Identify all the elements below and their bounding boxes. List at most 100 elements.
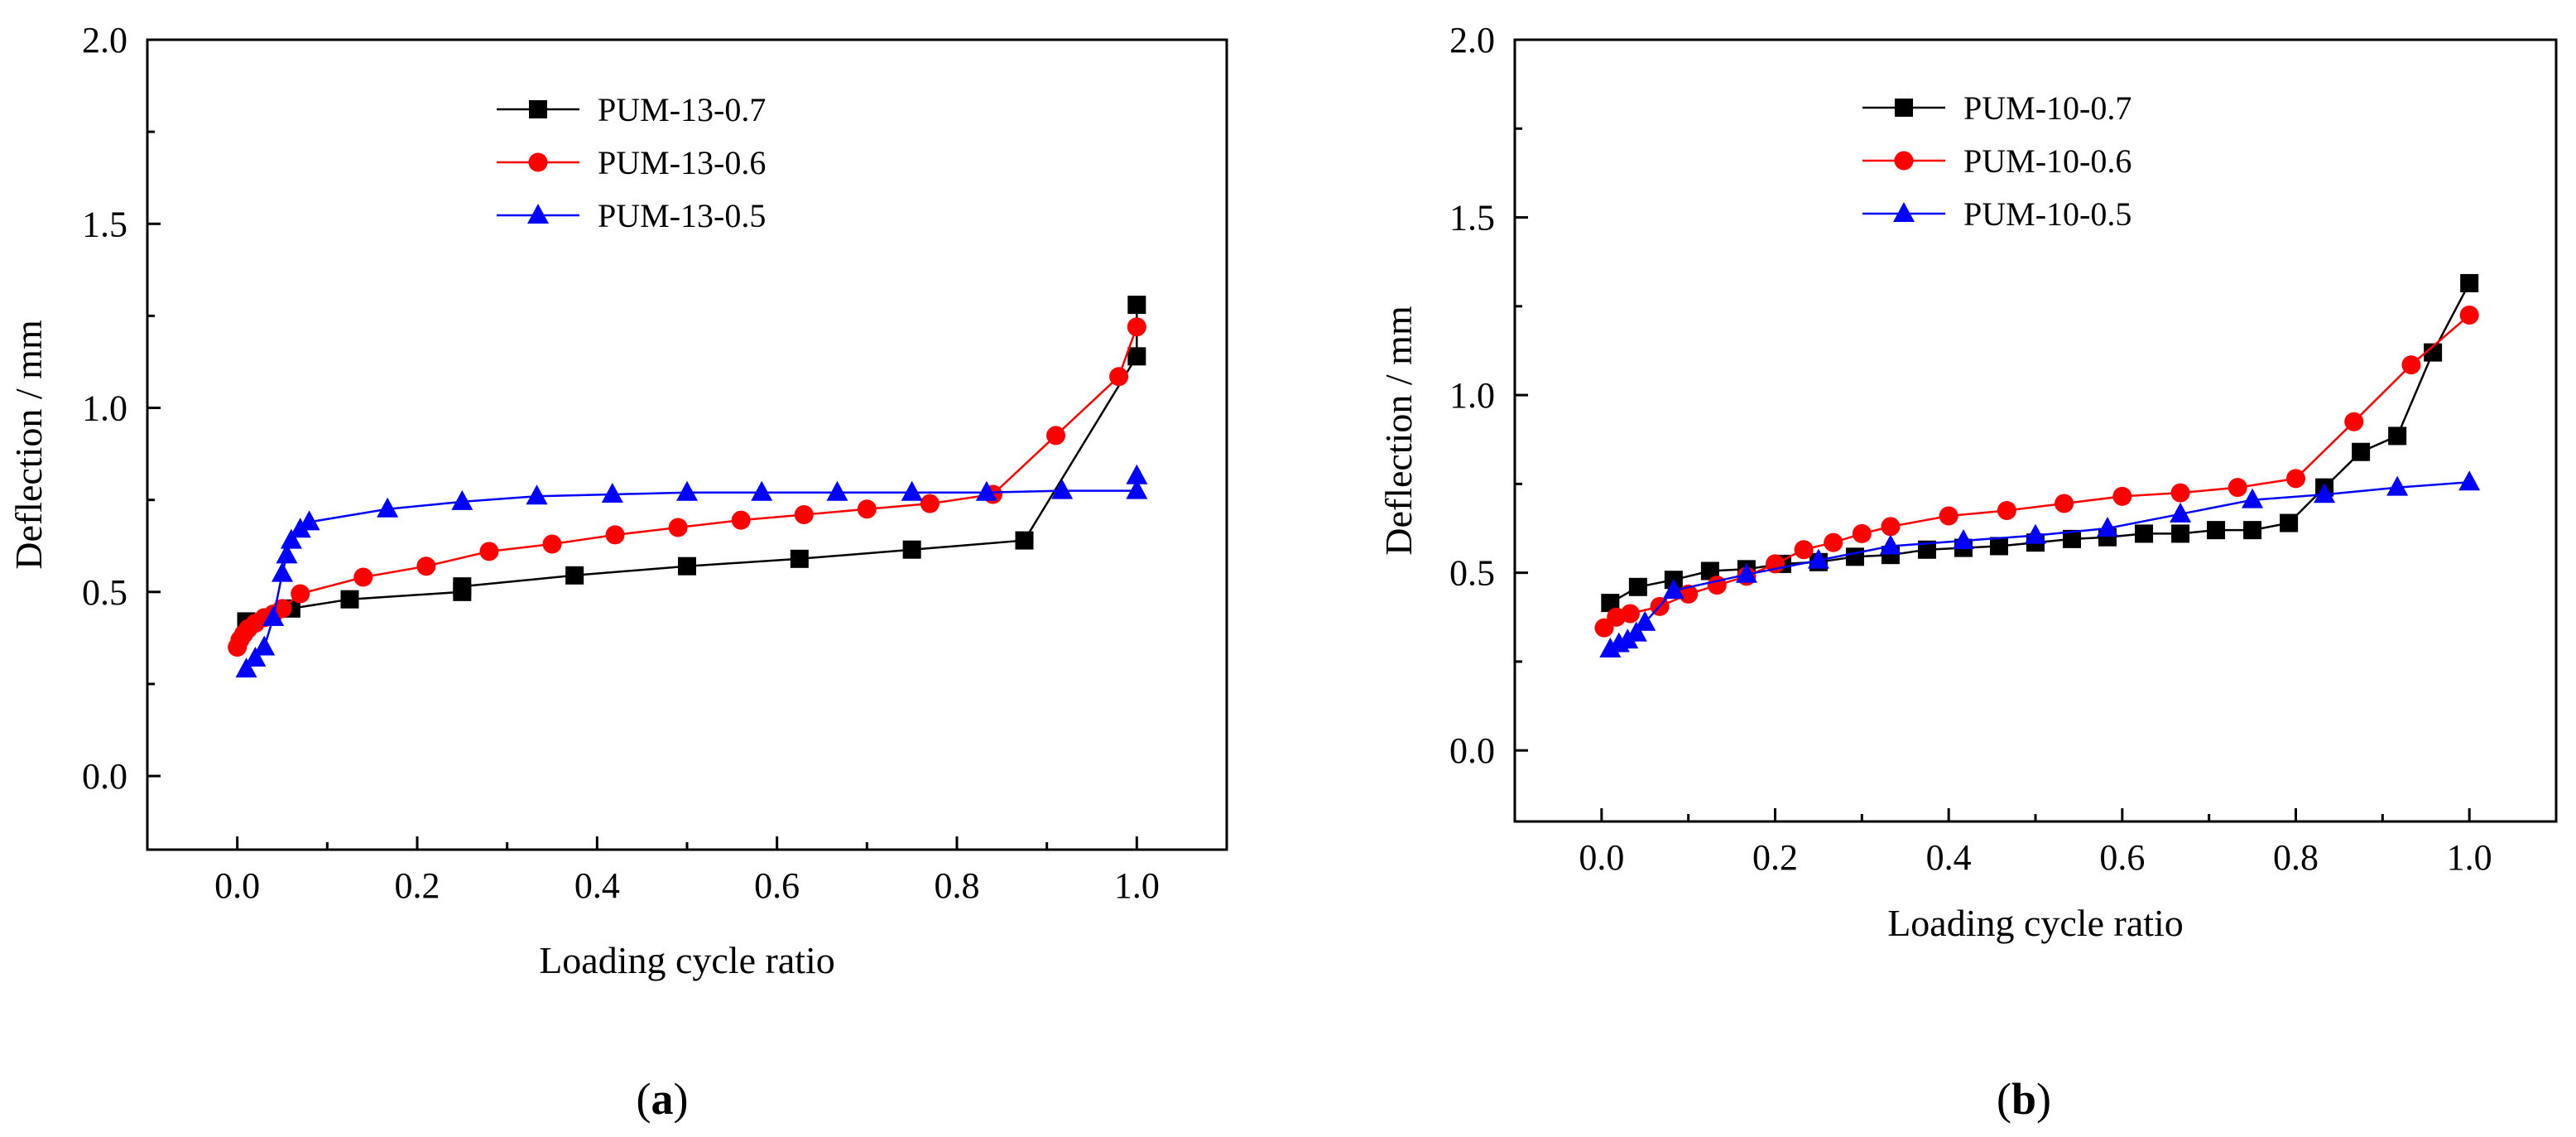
y-tick-label: 0.0 — [1449, 730, 1495, 771]
data-point-PUM-13-0.5 — [601, 483, 623, 503]
chart-panel-b: 0.0 0.2 0.4 0.6 0.8 1.0 0.0 0.5 1.0 1.5 2.0 Loading… — [1377, 20, 2558, 944]
data-point-PUM-13-0.7 — [565, 566, 584, 585]
legend-label: PUM-10-0.7 — [1963, 89, 2131, 127]
y-axis-title: Deflection / mm — [1377, 306, 1420, 556]
legend-marker-PUM-10-0.5 — [1893, 202, 1915, 222]
data-point-PUM-10-0.6 — [1794, 540, 1814, 560]
legend-marker-PUM-10-0.6 — [1894, 151, 1914, 171]
data-point-PUM-10-0.7 — [1917, 540, 1936, 559]
series-line-PUM-10-0.6 — [1603, 314, 2471, 629]
data-point-PUM-10-0.5 — [2170, 502, 2192, 523]
data-point-PUM-13-0.7 — [340, 590, 359, 609]
data-point-PUM-10-0.5 — [1807, 548, 1829, 569]
data-point-PUM-10-0.7 — [2388, 426, 2407, 446]
data-point-PUM-10-0.6 — [2344, 412, 2364, 431]
data-point-PUM-13-0.6 — [542, 534, 562, 554]
data-point-PUM-13-0.5 — [901, 480, 923, 501]
legend: PUM-10-0.7 PUM-10-0.6 PUM-10-0.5 — [1862, 89, 2131, 233]
x-tick-label: 1.0 — [1114, 865, 1160, 906]
legend-label: PUM-13-0.7 — [598, 91, 766, 128]
data-point-PUM-13-0.5 — [526, 484, 548, 505]
series-line-PUM-13-0.7 — [246, 305, 1138, 623]
data-point-PUM-13-0.5 — [235, 658, 257, 678]
data-point-PUM-10-0.5 — [2386, 475, 2409, 496]
data-point-PUM-10-0.7 — [1700, 561, 1719, 581]
data-point-PUM-13-0.6 — [668, 518, 688, 537]
data-point-PUM-10-0.5 — [1879, 534, 1901, 555]
data-point-PUM-10-0.7 — [2460, 273, 2479, 292]
data-point-PUM-10-0.5 — [1952, 529, 1974, 550]
data-point-PUM-13-0.5 — [298, 510, 320, 531]
data-point-PUM-13-0.5 — [276, 543, 298, 564]
data-point-PUM-10-0.6 — [1881, 517, 1901, 537]
data-point-PUM-13-0.7 — [790, 549, 809, 568]
data-point-PUM-10-0.6 — [2228, 478, 2247, 498]
y-axis-title: Deflection / mm — [7, 320, 50, 570]
data-point-PUM-10-0.5 — [1634, 610, 1656, 631]
data-point-PUM-10-0.7 — [2352, 442, 2371, 461]
data-point-PUM-13-0.5 — [1051, 479, 1074, 499]
y-tick-label: 1.5 — [1449, 198, 1495, 238]
y-tick-label: 0.5 — [82, 572, 127, 613]
legend-label: PUM-10-0.5 — [1963, 195, 2131, 233]
data-point-PUM-13-0.6 — [794, 504, 814, 524]
data-point-PUM-10-0.5 — [1599, 637, 1622, 658]
data-point-PUM-13-0.5 — [975, 480, 997, 501]
data-point-PUM-13-0.6 — [353, 567, 373, 587]
y-tick-label: 0.0 — [82, 756, 127, 797]
data-point-PUM-10-0.6 — [2401, 355, 2421, 375]
y-tick-label: 1.5 — [82, 204, 127, 244]
data-point-PUM-13-0.5 — [280, 528, 302, 549]
data-point-PUM-13-0.5 — [272, 561, 293, 582]
data-point-PUM-13-0.6 — [731, 510, 751, 530]
data-point-PUM-13-0.6 — [1127, 317, 1146, 337]
x-axis-title: Loading cycle ratio — [1887, 902, 2184, 944]
data-point-PUM-13-0.5 — [751, 480, 773, 501]
legend-marker-PUM-13-0.5 — [527, 204, 549, 224]
legend-label: PUM-13-0.6 — [598, 144, 766, 181]
y-tick-label: 0.5 — [1449, 553, 1495, 594]
data-point-PUM-13-0.5 — [244, 646, 267, 667]
x-axis-title: Loading cycle ratio — [539, 939, 835, 981]
data-point-PUM-13-0.7 — [678, 556, 696, 576]
legend-marker-PUM-13-0.6 — [528, 152, 548, 172]
x-tick-label: 0.8 — [935, 865, 980, 906]
legend-marker-PUM-13-0.7 — [529, 100, 547, 118]
data-point-PUM-13-0.6 — [920, 494, 940, 513]
x-tick-label: 1.0 — [2447, 837, 2492, 878]
data-point-PUM-10-0.7 — [2171, 524, 2190, 543]
data-point-PUM-10-0.7 — [1601, 594, 1620, 613]
data-point-PUM-10-0.5 — [1662, 579, 1684, 600]
data-point-PUM-10-0.7 — [2424, 343, 2443, 362]
panel-label-b: (b) — [1997, 1074, 2051, 1124]
x-tick-label: 0.4 — [1926, 837, 1972, 878]
x-tick-label: 0.2 — [1752, 837, 1798, 878]
legend: PUM-13-0.7 PUM-13-0.6 PUM-13-0.5 — [497, 91, 766, 234]
data-point-PUM-10-0.6 — [2459, 306, 2479, 325]
data-point-PUM-10-0.5 — [2025, 523, 2046, 544]
data-point-PUM-13-0.5 — [676, 480, 698, 501]
data-point-PUM-10-0.7 — [1628, 577, 1647, 596]
x-tick-label: 0.8 — [2273, 837, 2319, 878]
data-point-PUM-13-0.7 — [453, 577, 472, 596]
data-point-PUM-13-0.6 — [272, 599, 292, 619]
data-point-PUM-10-0.6 — [2055, 494, 2074, 513]
data-point-PUM-10-0.5 — [2097, 517, 2119, 537]
x-tick-label: 0.4 — [574, 865, 620, 906]
x-tick-label: 0.6 — [754, 865, 800, 906]
data-point-PUM-10-0.5 — [2314, 483, 2336, 503]
series-line-PUM-10-0.7 — [1609, 282, 2471, 605]
data-point-PUM-13-0.5 — [253, 635, 276, 656]
data-point-PUM-13-0.5 — [262, 605, 285, 626]
data-point-PUM-10-0.7 — [2243, 521, 2262, 540]
data-point-PUM-13-0.7 — [902, 540, 921, 559]
data-point-PUM-10-0.6 — [2170, 483, 2190, 503]
data-point-PUM-13-0.6 — [605, 525, 625, 545]
data-point-PUM-10-0.6 — [2286, 469, 2305, 489]
data-point-PUM-13-0.6 — [1109, 367, 1129, 387]
data-point-PUM-13-0.5 — [1126, 479, 1148, 499]
chart-panel-a: 0.0 0.2 0.4 0.6 0.8 1.0 0.0 0.5 1.0 1.5 2.0 Loading… — [7, 20, 1228, 981]
data-point-PUM-10-0.6 — [1939, 506, 1958, 526]
y-tick-label: 1.0 — [82, 388, 127, 429]
data-point-PUM-13-0.6 — [1046, 426, 1066, 446]
